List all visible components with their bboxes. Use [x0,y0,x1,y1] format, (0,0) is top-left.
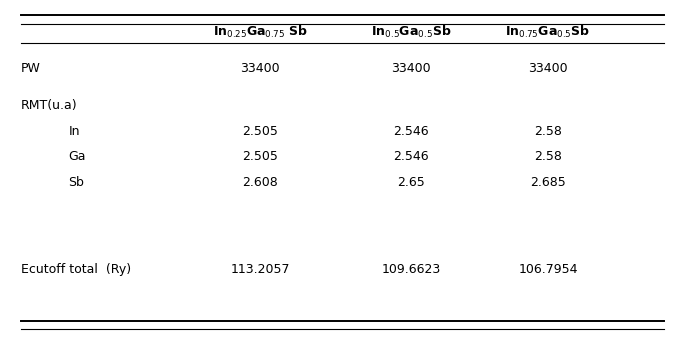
Text: Ecutoff total  (Ry): Ecutoff total (Ry) [21,263,131,276]
Text: In$_{0.75}$Ga$_{0.5}$Sb: In$_{0.75}$Ga$_{0.5}$Sb [506,24,590,41]
Text: In$_{0.25}$Ga$_{0.75}$ Sb: In$_{0.25}$Ga$_{0.75}$ Sb [213,24,308,41]
Text: 33400: 33400 [391,62,431,75]
Text: RMT(u.a): RMT(u.a) [21,99,77,112]
Text: 2.608: 2.608 [242,176,278,189]
Text: 2.505: 2.505 [242,150,278,163]
Text: Ga: Ga [68,150,86,163]
Text: In$_{0.5}$Ga$_{0.5}$Sb: In$_{0.5}$Ga$_{0.5}$Sb [371,24,451,41]
Text: 2.58: 2.58 [534,150,562,163]
Text: 2.546: 2.546 [393,125,429,138]
Text: 109.6623: 109.6623 [382,263,440,276]
Text: 33400: 33400 [528,62,568,75]
Text: 2.58: 2.58 [534,125,562,138]
Text: 106.7954: 106.7954 [519,263,577,276]
Text: 113.2057: 113.2057 [231,263,290,276]
Text: In: In [68,125,80,138]
Text: 2.546: 2.546 [393,150,429,163]
Text: 2.685: 2.685 [530,176,566,189]
Text: 33400: 33400 [240,62,280,75]
Text: Sb: Sb [68,176,84,189]
Text: 2.65: 2.65 [397,176,425,189]
Text: PW: PW [21,62,40,75]
Text: 2.505: 2.505 [242,125,278,138]
